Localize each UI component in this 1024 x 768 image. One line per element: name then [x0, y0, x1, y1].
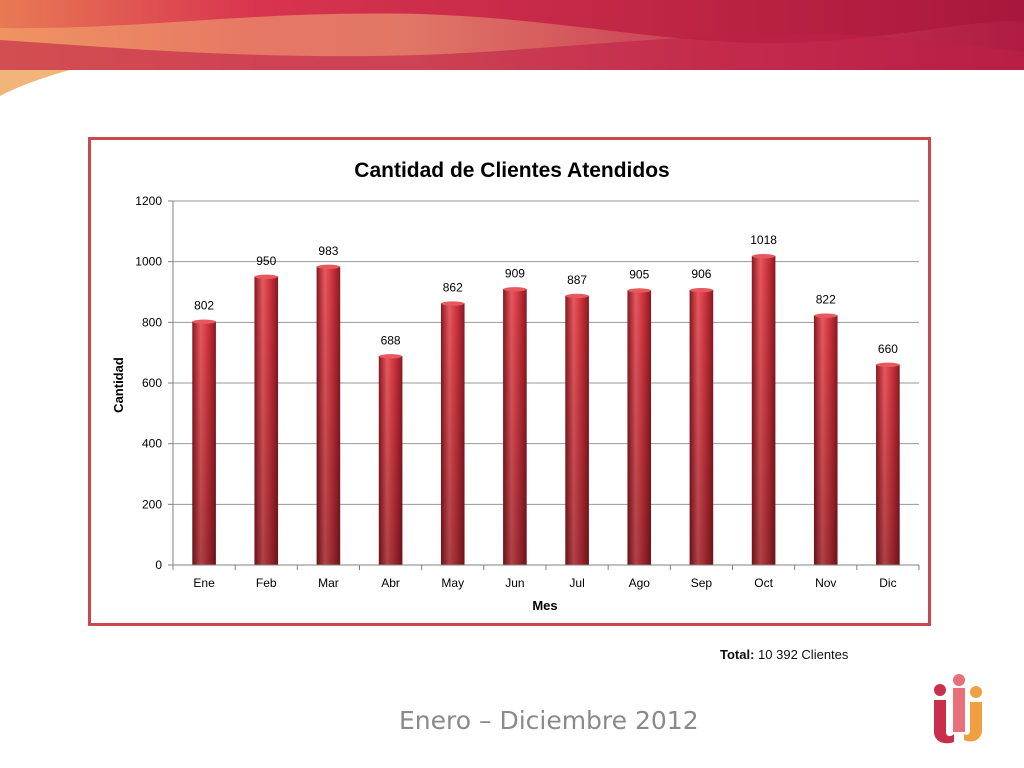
bar-shade — [441, 303, 465, 565]
bar-shade — [689, 290, 713, 565]
bar-chart: Cantidad de Clientes Atendidos 0 200 400 60… — [111, 159, 920, 613]
y-tick-label: 800 — [142, 315, 162, 329]
data-label: 802 — [194, 299, 214, 313]
data-label: 950 — [256, 254, 276, 268]
bar-Oct — [751, 254, 776, 566]
x-tick-label: Abr — [381, 576, 400, 590]
data-label: 909 — [505, 266, 525, 280]
data-label: 688 — [381, 333, 401, 347]
grid-lines — [173, 200, 919, 566]
data-label: 983 — [318, 244, 338, 258]
y-tick-label: 200 — [142, 497, 162, 511]
x-tick-label: Feb — [256, 576, 277, 590]
x-axis-label: Mes — [532, 598, 557, 613]
data-label: 906 — [691, 267, 711, 281]
bar-Abr — [378, 354, 403, 566]
total-label: Total: — [720, 647, 755, 662]
bars — [192, 254, 900, 566]
data-label: 660 — [878, 342, 898, 356]
data-labels: 802 950 983 688 862 909 887 905 906 1018 822 660 — [194, 233, 898, 356]
total-value: 10 392 Clientes — [758, 647, 849, 662]
bar-shade — [379, 356, 403, 565]
bar-top — [379, 354, 403, 359]
bar-May — [440, 301, 465, 566]
x-tick-label: Jun — [505, 576, 524, 590]
bar-top — [441, 301, 465, 306]
bar-Jun — [503, 287, 527, 566]
chart-frame: Cantidad de Clientes Atendidos 0 200 400 60… — [88, 137, 931, 626]
bar-shade — [503, 289, 527, 565]
bar-top — [565, 293, 589, 299]
y-tick-label: 400 — [142, 437, 162, 451]
bar-Jul — [565, 293, 589, 566]
y-tick-label: 600 — [142, 376, 162, 390]
x-tick-label: Oct — [754, 576, 773, 590]
bar-Mar — [316, 264, 341, 566]
period-footer: Enero – Diciembre 2012 — [399, 706, 699, 735]
data-label: 822 — [816, 293, 836, 307]
data-label: 887 — [567, 273, 587, 287]
bar-top — [814, 313, 838, 318]
company-logo — [934, 674, 982, 744]
bar-top — [316, 264, 340, 270]
x-tick-label: Ago — [629, 576, 651, 590]
chart-title: Cantidad de Clientes Atendidos — [354, 159, 669, 182]
x-tick-label: Dic — [879, 576, 896, 590]
x-axis-ticks: Ene Feb Mar Abr May Jun Jul Ago Sep Oct Nov Dic — [172, 564, 920, 590]
x-tick-label: Nov — [815, 576, 836, 590]
y-tick-label: 0 — [155, 558, 162, 572]
bar-top — [627, 288, 651, 293]
bar-top — [254, 274, 278, 280]
data-label: 862 — [443, 281, 463, 295]
bar-Feb — [254, 274, 279, 566]
data-label: 905 — [629, 267, 649, 281]
y-axis-ticks: 0 200 400 600 800 1000 1200 — [135, 194, 174, 572]
x-tick-label: Ene — [193, 576, 215, 590]
bar-shade — [192, 321, 216, 565]
bar-Nov — [813, 313, 838, 566]
total-summary: Total: 10 392 Clientes — [720, 647, 848, 662]
bar-shade — [876, 364, 900, 565]
bar-shade — [565, 295, 589, 565]
header-banner — [0, 0, 1024, 96]
bar-top — [192, 319, 216, 324]
y-axis-label: Cantidad — [111, 357, 126, 413]
x-tick-label: Sep — [691, 576, 713, 590]
bar-shade — [254, 276, 278, 565]
bar-Dic — [876, 362, 900, 566]
bar-Ago — [627, 288, 652, 566]
bar-shade — [752, 256, 776, 565]
x-tick-label: Jul — [569, 576, 584, 590]
bar-shade — [814, 315, 838, 565]
bar-top — [876, 362, 900, 367]
bar-top — [752, 254, 776, 259]
bar-top — [689, 287, 713, 293]
bar-Sep — [689, 287, 714, 566]
bar-shade — [627, 290, 651, 565]
bar-Ene — [192, 319, 216, 566]
bar-shade — [316, 266, 340, 565]
x-tick-label: Mar — [318, 576, 339, 590]
data-label: 1018 — [750, 233, 777, 247]
x-tick-label: May — [441, 576, 464, 590]
y-tick-label: 1200 — [135, 194, 162, 208]
bar-top — [503, 287, 527, 292]
y-tick-label: 1000 — [135, 255, 162, 269]
